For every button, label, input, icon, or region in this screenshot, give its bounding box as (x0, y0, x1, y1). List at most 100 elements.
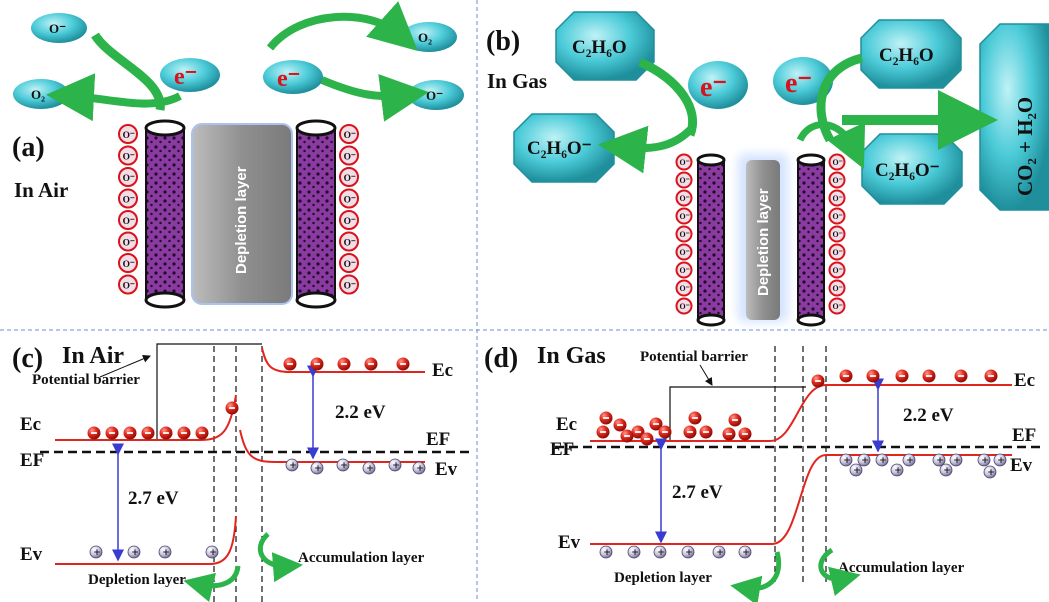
svg-text:+: + (987, 468, 995, 478)
electron-dot (895, 369, 909, 383)
depletion-layer-label: Depletion layer (755, 188, 772, 296)
hole-dot: + (599, 545, 613, 559)
svg-text:CO₂ + H₂O: CO₂ + H₂O (1013, 97, 1037, 196)
electron-dot (364, 357, 378, 371)
electron-ball: e⁻ (688, 61, 748, 109)
svg-text:O⁻: O⁻ (344, 152, 356, 162)
potential-barrier-outline (669, 386, 806, 440)
svg-text:O⁻: O⁻ (833, 248, 843, 257)
svg-text:+: + (981, 456, 989, 466)
svg-text:+: + (162, 548, 170, 558)
ev-label: Ev (20, 544, 43, 565)
svg-text:e⁻: e⁻ (700, 72, 727, 103)
hole-dot: + (681, 545, 695, 559)
o-minus-molecule: O⁻ (408, 80, 464, 110)
hole-dot: + (875, 453, 889, 467)
valence-band (55, 515, 237, 565)
ev-label: Ev (435, 459, 458, 480)
charge-flow-arrow (730, 551, 782, 602)
oxygen-ion: O⁻ (675, 189, 693, 207)
charge-flow-arrow (257, 532, 303, 583)
ec-label: Ec (1014, 370, 1035, 391)
panel-d: (d) In Gas Potential barrier Ec EF Ev Ec… (484, 343, 1045, 602)
svg-text:O⁻: O⁻ (344, 174, 356, 184)
hole-dot: + (158, 545, 172, 559)
svg-text:+: + (366, 464, 374, 474)
svg-text:O⁻: O⁻ (680, 302, 690, 311)
o2-molecule: O₂ (13, 79, 69, 109)
oxygen-ion: O⁻ (828, 207, 846, 225)
electron-dot (722, 427, 736, 441)
ef-label: EF (1012, 425, 1036, 446)
svg-text:C₂H₆O: C₂H₆O (879, 45, 934, 66)
reaction-arrow (320, 74, 429, 122)
oxygen-ion: O⁻ (339, 124, 359, 144)
svg-text:O₂: O₂ (31, 87, 45, 102)
panel-d-condition: In Gas (537, 343, 606, 369)
ethoxide-ion: C₂H₆O⁻ (861, 133, 963, 205)
svg-text:e⁻: e⁻ (277, 66, 300, 92)
svg-text:+: + (906, 456, 914, 466)
svg-text:+: + (289, 461, 297, 471)
svg-text:O⁻: O⁻ (426, 88, 443, 103)
oxygen-ion: O⁻ (339, 145, 359, 166)
svg-text:+: + (742, 548, 750, 558)
electron-dot (195, 426, 209, 440)
svg-text:e⁻: e⁻ (174, 64, 197, 90)
oxygen-ion: O⁻ (118, 188, 138, 209)
svg-text:+: + (943, 466, 951, 476)
hole-dot: + (712, 545, 726, 559)
hole-dot: + (653, 545, 667, 559)
hole-dot: + (336, 458, 350, 472)
ef-label: EF (20, 450, 44, 471)
hole-dot: + (939, 463, 953, 477)
potential-barrier-pointer (699, 364, 713, 386)
electron-dot (640, 432, 654, 446)
oxygen-ion: O⁻ (118, 124, 138, 144)
hole-dot: + (362, 461, 376, 475)
hole-dot: + (738, 545, 752, 559)
electron-dot (396, 357, 410, 371)
oxygen-ion: O⁻ (828, 243, 846, 261)
oxygen-ion: O⁻ (828, 225, 846, 243)
svg-text:O⁻: O⁻ (344, 195, 356, 205)
oxygen-ion: O⁻ (828, 153, 846, 171)
svg-text:+: + (997, 456, 1005, 466)
svg-text:+: + (340, 461, 348, 471)
electron-dot (811, 374, 825, 388)
svg-text:O⁻: O⁻ (833, 230, 843, 239)
electron-ball: e⁻ (160, 58, 220, 92)
electron-dot (283, 357, 297, 371)
hole-dot: + (285, 458, 299, 472)
electron-dot (699, 425, 713, 439)
svg-text:+: + (843, 456, 851, 466)
panel-c: (c) In Air Potential barrier Ec EF Ev Ec… (12, 343, 470, 602)
panel-a-label: (a) (12, 132, 45, 163)
electron-dot (123, 426, 137, 440)
oxygen-ion: O⁻ (339, 188, 359, 209)
hole-dot: + (949, 453, 963, 467)
svg-text:+: + (953, 456, 961, 466)
conduction-band (590, 384, 1012, 442)
panel-a-condition: In Air (14, 178, 68, 202)
electron-dot (683, 425, 697, 439)
oxygen-ion: O⁻ (118, 231, 138, 252)
svg-text:O⁻: O⁻ (123, 281, 135, 291)
svg-text:O⁻: O⁻ (680, 248, 690, 257)
svg-text:O⁻: O⁻ (833, 176, 843, 185)
valence-band (239, 429, 425, 463)
electron-dot (337, 357, 351, 371)
hole-dot: + (627, 545, 641, 559)
svg-text:O⁻: O⁻ (833, 212, 843, 221)
electron-dot (225, 401, 239, 415)
charge-flow-arrow (818, 547, 861, 596)
bandgap-label: 2.7 eV (672, 482, 723, 503)
accumulation-layer-label: Accumulation layer (838, 560, 965, 576)
oxygen-ion: O⁻ (118, 274, 138, 295)
svg-text:C₂H₆O⁻: C₂H₆O⁻ (527, 138, 592, 159)
oxygen-ion: O⁻ (118, 210, 138, 230)
electron-dot (738, 427, 752, 441)
o2-molecule: O₂ (401, 22, 457, 52)
svg-text:O⁻: O⁻ (344, 260, 356, 270)
panel-a: (a) In Air O⁻ O₂ e⁻ e⁻ O₂ O⁻ (12, 1, 464, 309)
